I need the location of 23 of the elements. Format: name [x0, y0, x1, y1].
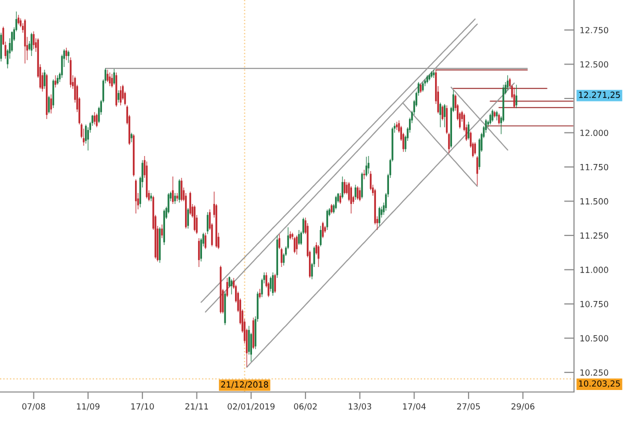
x-tick-label: 07/08	[22, 403, 46, 410]
y-tick-label: 11.750	[580, 164, 608, 170]
y-tick-label: 10.250	[580, 369, 608, 376]
x-tick-label: 29/06	[512, 403, 534, 410]
y-tick-label: 11.250	[580, 232, 608, 239]
text: 12.271,25	[579, 92, 620, 99]
y-tick-label: 12.000	[580, 130, 608, 136]
x-tick-label: 13/03	[348, 403, 372, 410]
y-tick-label: 10.500	[580, 335, 608, 342]
y-tick-label: 12.750	[580, 26, 608, 34]
y-tick-label: 10.750	[580, 300, 608, 308]
ref-line-label: 10.203,25	[579, 380, 620, 388]
x-tick-label: 17/10	[131, 403, 154, 410]
x-tick-label: 11/09	[76, 403, 100, 410]
x-tick-label: 21/11	[185, 403, 208, 410]
x-tick-label: 17/04	[403, 403, 426, 410]
x-tick-label: 27/05	[457, 403, 480, 410]
y-tick-label: 12.500	[580, 61, 608, 68]
y-tick-label: 11.000	[580, 266, 608, 273]
x-tick-label: 06/02	[294, 403, 317, 410]
x-tick-label: 02/01/2019	[228, 403, 275, 410]
y-tick-label: 11.500	[580, 198, 608, 204]
x-tick-label: 21/12/2018	[221, 381, 268, 388]
